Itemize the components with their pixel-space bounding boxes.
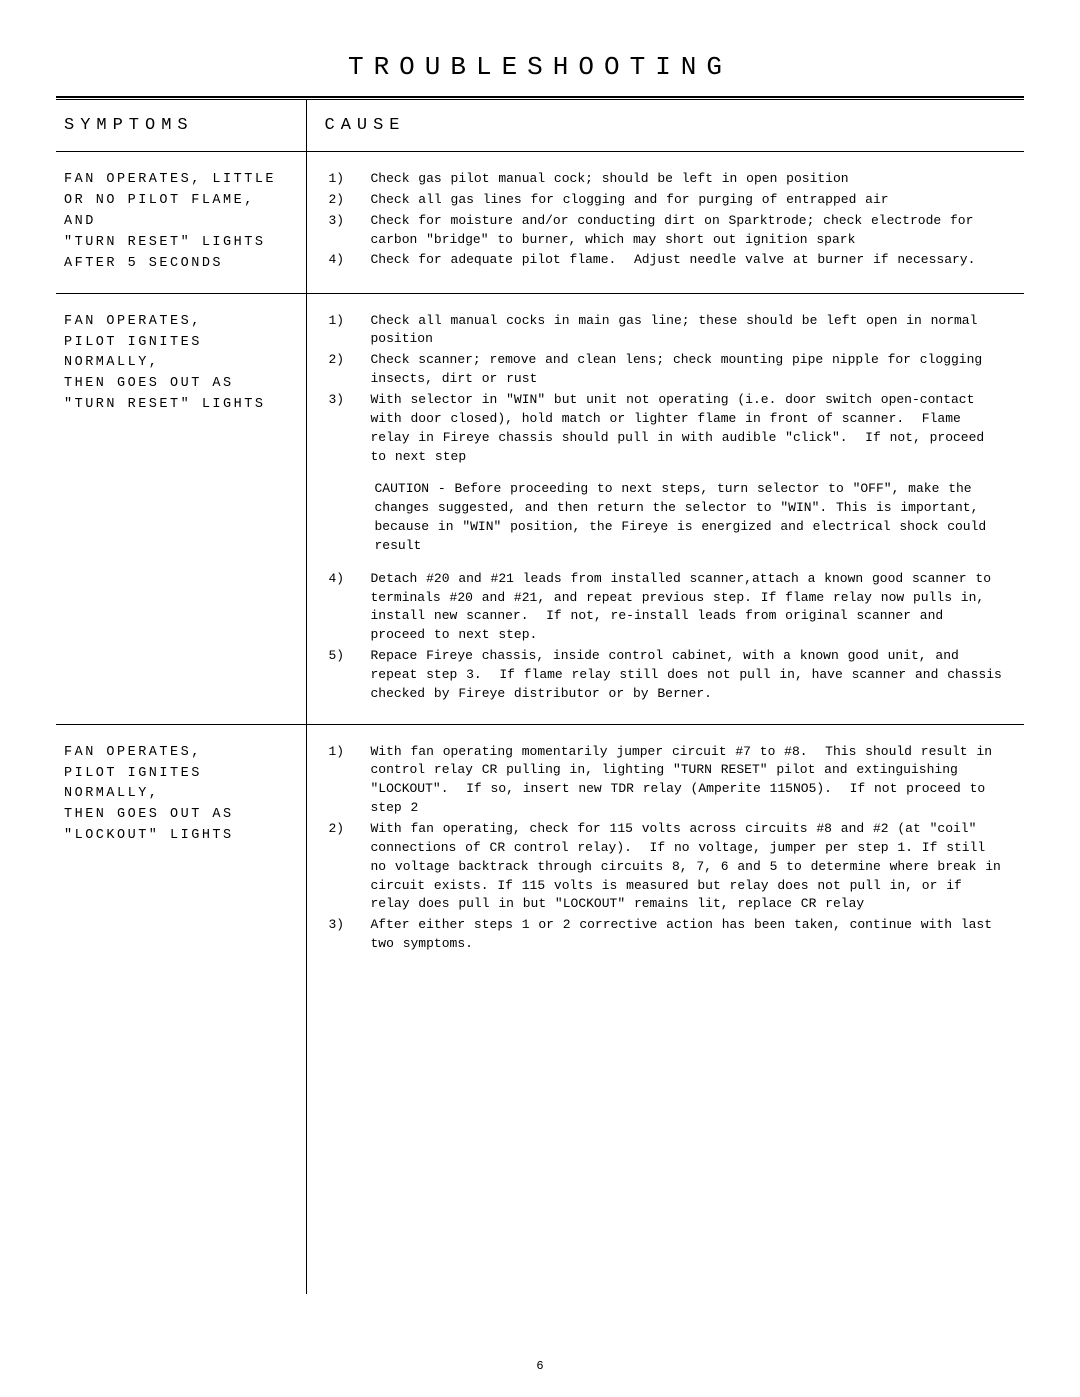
cause-item-text: Check all manual cocks in main gas line;… [371,312,1005,350]
cause-item: 4)Detach #20 and #21 leads from installe… [325,570,1005,645]
cause-item-text: Check gas pilot manual cock; should be l… [371,170,1005,189]
trailing-spacer [306,974,1024,1294]
cause-item: 3)Check for moisture and/or conducting d… [325,212,1005,250]
cause-item-number: 2) [325,820,371,914]
cause-cell: 1)With fan operating momentarily jumper … [306,724,1024,974]
cause-item-number: 3) [325,916,371,954]
page: TROUBLESHOOTING SYMPTOMS CAUSE FAN OPERA… [0,0,1080,1397]
cause-item-number: 2) [325,351,371,389]
col-header-cause: CAUSE [306,100,1024,152]
cause-item-text: With selector in "WIN" but unit not oper… [371,391,1005,466]
cause-item-text: Detach #20 and #21 leads from installed … [371,570,1005,645]
cause-item: 2)Check all gas lines for clogging and f… [325,191,1005,210]
table-row: FAN OPERATES, PILOT IGNITES NORMALLY, TH… [56,293,1024,724]
cause-item: 4)Check for adequate pilot flame. Adjust… [325,251,1005,270]
cause-item-text: With fan operating, check for 115 volts … [371,820,1005,914]
cause-item-text: Check scanner; remove and clean lens; ch… [371,351,1005,389]
cause-item-number: 4) [325,570,371,645]
symptom-cell: FAN OPERATES, PILOT IGNITES NORMALLY, TH… [56,724,306,974]
troubleshooting-table: SYMPTOMS CAUSE FAN OPERATES, LITTLE OR N… [56,100,1024,1294]
trailing-border [56,974,306,1294]
cause-item: 1)Check gas pilot manual cock; should be… [325,170,1005,189]
cause-item: 2)Check scanner; remove and clean lens; … [325,351,1005,389]
cause-item-number: 2) [325,191,371,210]
page-number: 6 [0,1359,1080,1373]
page-title: TROUBLESHOOTING [56,52,1024,82]
cause-item: 5)Repace Fireye chassis, inside control … [325,647,1005,704]
cause-item: 3)After either steps 1 or 2 corrective a… [325,916,1005,954]
cause-item-text: After either steps 1 or 2 corrective act… [371,916,1005,954]
cause-cell: 1)Check all manual cocks in main gas lin… [306,293,1024,724]
cause-item-number: 1) [325,170,371,189]
col-header-symptoms: SYMPTOMS [56,100,306,152]
cause-item-number: 3) [325,391,371,466]
cause-item-number: 1) [325,743,371,818]
cause-item: 1)With fan operating momentarily jumper … [325,743,1005,818]
cause-item-number: 1) [325,312,371,350]
cause-item-text: Repace Fireye chassis, inside control ca… [371,647,1005,704]
cause-item-number: 3) [325,212,371,250]
caution-paragraph: CAUTION - Before proceeding to next step… [325,480,1005,555]
cause-item: 1)Check all manual cocks in main gas lin… [325,312,1005,350]
table-row: FAN OPERATES, LITTLE OR NO PILOT FLAME, … [56,152,1024,294]
symptom-cell: FAN OPERATES, PILOT IGNITES NORMALLY, TH… [56,293,306,724]
cause-item-text: Check all gas lines for clogging and for… [371,191,1005,210]
cause-item-text: Check for adequate pilot flame. Adjust n… [371,251,1005,270]
cause-item-text: With fan operating momentarily jumper ci… [371,743,1005,818]
cause-item-number: 5) [325,647,371,704]
cause-item: 3)With selector in "WIN" but unit not op… [325,391,1005,466]
cause-item-number: 4) [325,251,371,270]
cause-cell: 1)Check gas pilot manual cock; should be… [306,152,1024,294]
cause-item-text: Check for moisture and/or conducting dir… [371,212,1005,250]
table-row: FAN OPERATES, PILOT IGNITES NORMALLY, TH… [56,724,1024,974]
cause-item: 2)With fan operating, check for 115 volt… [325,820,1005,914]
symptom-cell: FAN OPERATES, LITTLE OR NO PILOT FLAME, … [56,152,306,294]
